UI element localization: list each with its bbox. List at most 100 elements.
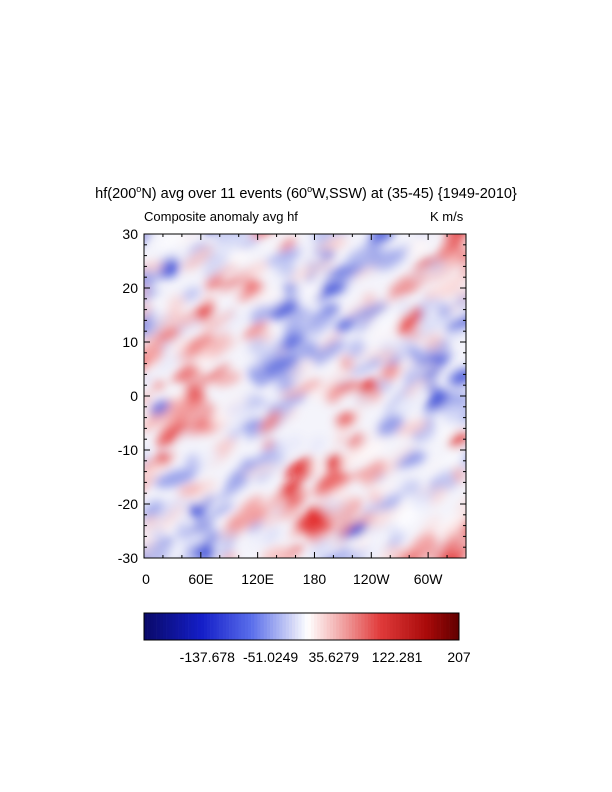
colorbar-swatch (408, 613, 413, 640)
x-tick-label: 120W (353, 571, 390, 587)
colorbar-swatch (373, 613, 378, 640)
colorbar-swatch (436, 613, 441, 640)
colorbar-swatch (323, 613, 327, 640)
y-tick-label: -20 (118, 496, 138, 512)
colorbar-swatch (433, 613, 438, 640)
colorbar-swatch (367, 613, 372, 640)
colorbar-swatch (260, 613, 264, 640)
colorbar-swatch (304, 613, 309, 640)
colorbar-swatch (197, 613, 201, 640)
colorbar-swatch (244, 613, 249, 640)
colorbar-swatch (144, 613, 148, 640)
colorbar-swatch (292, 613, 296, 640)
colorbar-swatch (247, 613, 252, 640)
colorbar-swatch (449, 613, 453, 640)
colorbar-swatch (418, 613, 422, 640)
colorbar-swatch (329, 613, 334, 640)
colorbar-label: -51.0249 (243, 649, 298, 665)
colorbar-swatch (219, 613, 224, 640)
colorbar-swatch (166, 613, 170, 640)
colorbar-swatch (333, 613, 337, 640)
colorbar-swatch (455, 613, 460, 640)
colorbar-swatch (232, 613, 236, 640)
colorbar-swatch (370, 613, 375, 640)
colorbar-swatch (402, 613, 406, 640)
colorbar-swatch (358, 613, 362, 640)
left-string: Composite anomaly avg hf (144, 209, 298, 224)
y-tick-label: -10 (118, 442, 138, 458)
colorbar-swatch (222, 613, 227, 640)
colorbar-swatch (424, 613, 428, 640)
colorbar-swatch (276, 613, 280, 640)
colorbar-swatch (383, 613, 387, 640)
colorbar-swatch (251, 613, 255, 640)
colorbar-label: -137.678 (180, 649, 235, 665)
colorbar-swatch (326, 613, 331, 640)
colorbar-swatch (348, 613, 353, 640)
colorbar-swatch (301, 613, 305, 640)
colorbar-swatch (386, 613, 390, 640)
colorbar-swatch (169, 613, 173, 640)
colorbar-swatch (310, 613, 315, 640)
colorbar-swatch (150, 613, 154, 640)
x-tick-label: 0 (142, 571, 150, 587)
x-tick-label: 60E (188, 571, 213, 587)
colorbar-swatch (229, 613, 233, 640)
colorbar-swatch (314, 613, 318, 640)
colorbar-swatch (307, 613, 312, 640)
colorbar-swatch (320, 613, 324, 640)
colorbar-swatch (241, 613, 246, 640)
colorbar-swatch (389, 613, 394, 640)
colorbar-swatch (225, 613, 230, 640)
colorbar-swatch (273, 613, 277, 640)
colorbar-swatch (295, 613, 299, 640)
colorbar-swatch (282, 613, 287, 640)
colorbar-swatch (279, 613, 283, 640)
colorbar-swatch (421, 613, 425, 640)
colorbar-swatch (411, 613, 416, 640)
colorbar-swatch (188, 613, 192, 640)
colorbar-swatch (194, 613, 198, 640)
colorbar-swatch (147, 613, 151, 640)
colorbar-swatch (162, 613, 167, 640)
colorbar-swatch (361, 613, 365, 640)
colorbar-swatch (203, 613, 208, 640)
colorbar-swatch (184, 613, 189, 640)
colorbar-swatch (377, 613, 381, 640)
colorbar-swatch (210, 613, 214, 640)
colorbar: -137.678 -51.0249 35.6279 122.281 207 (143, 612, 471, 665)
colorbar-swatch (355, 613, 359, 640)
y-tick-label: -30 (118, 550, 138, 566)
colorbar-swatch (263, 613, 268, 640)
colorbar-swatch (266, 613, 271, 640)
x-tick-label: 60W (414, 571, 444, 587)
heatmap-field (144, 234, 466, 558)
colorbar-frame (143, 612, 460, 641)
colorbar-swatch (430, 613, 435, 640)
y-tick-label: 10 (122, 334, 138, 350)
colorbar-swatch (213, 613, 217, 640)
colorbar-swatch (427, 613, 431, 640)
colorbar-swatch (181, 613, 186, 640)
colorbar-swatch (342, 613, 346, 640)
colorbar-swatch (207, 613, 211, 640)
y-tick-label: 20 (122, 280, 138, 296)
colorbar-swatch (399, 613, 403, 640)
colorbar-label: 207 (447, 649, 471, 665)
colorbar-swatch (351, 613, 356, 640)
colorbar-swatch (270, 613, 274, 640)
colorbar-swatch (257, 613, 261, 640)
colorbar-swatch (317, 613, 321, 640)
colorbar-swatch (153, 613, 157, 640)
colorbar-swatch (159, 613, 164, 640)
colorbar-swatch (191, 613, 195, 640)
x-tick-label: 180 (303, 571, 327, 587)
colorbar-swatch (380, 613, 384, 640)
colorbar-swatch (178, 613, 183, 640)
y-tick-label: 30 (122, 226, 138, 242)
colorbar-swatch (285, 613, 290, 640)
colorbar-swatch (414, 613, 419, 640)
colorbar-swatch (336, 613, 340, 640)
colorbar-swatch (446, 613, 450, 640)
